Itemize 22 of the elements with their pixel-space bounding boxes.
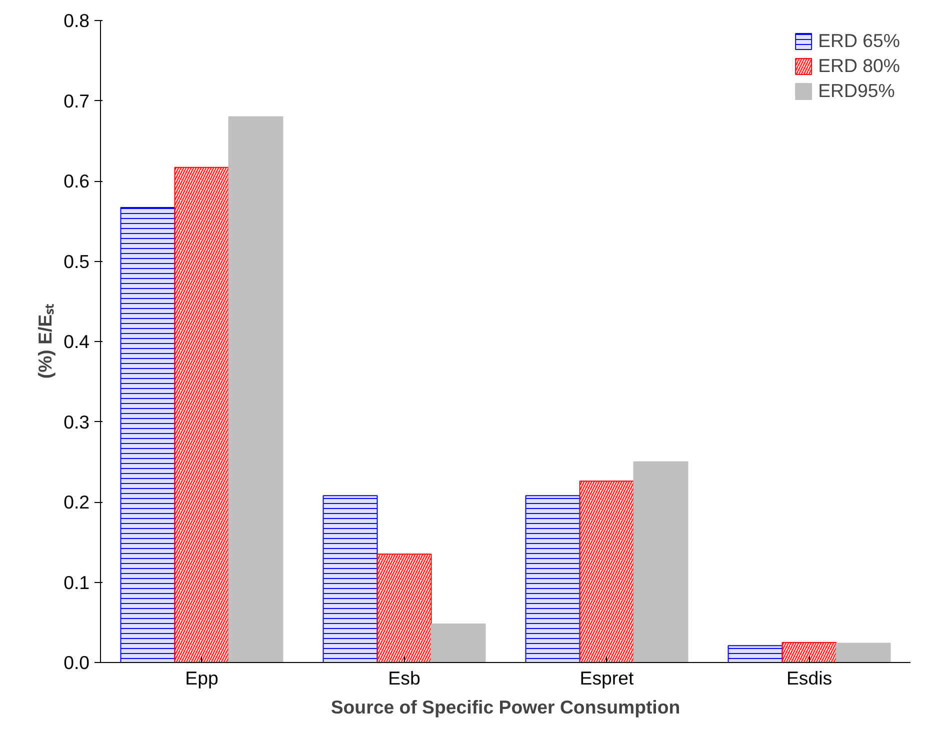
y-tick-label: 0.2 — [64, 492, 90, 512]
y-tick-label: 0.7 — [64, 90, 90, 112]
bar — [633, 461, 688, 662]
y-tick-label: 0.6 — [64, 170, 90, 192]
bar — [430, 623, 486, 662]
legend-label: ERD 65% — [818, 30, 900, 52]
x-tick-label: Esdis — [786, 668, 832, 688]
y-tick-label: 0.0 — [64, 652, 90, 673]
y-tick-label: 0.1 — [64, 572, 90, 593]
x-tick-label: Esb — [388, 668, 420, 688]
x-tick-label: Espret — [580, 668, 635, 688]
legend-label: ERD95% — [818, 80, 895, 102]
y-axis-title: (%) E/Eₛₜ — [34, 303, 56, 379]
x-tick-label: Epp — [185, 668, 218, 688]
bar — [836, 642, 891, 662]
y-tick-label: 0.5 — [64, 250, 90, 272]
legend-label: ERD 80% — [818, 55, 900, 77]
y-tick-label: 0.3 — [64, 411, 90, 432]
x-axis-title: Source of Specific Power Consumption — [330, 696, 680, 718]
y-tick-label: 0.8 — [64, 10, 90, 31]
y-tick-label: 0.4 — [64, 331, 90, 352]
bar — [228, 116, 284, 662]
